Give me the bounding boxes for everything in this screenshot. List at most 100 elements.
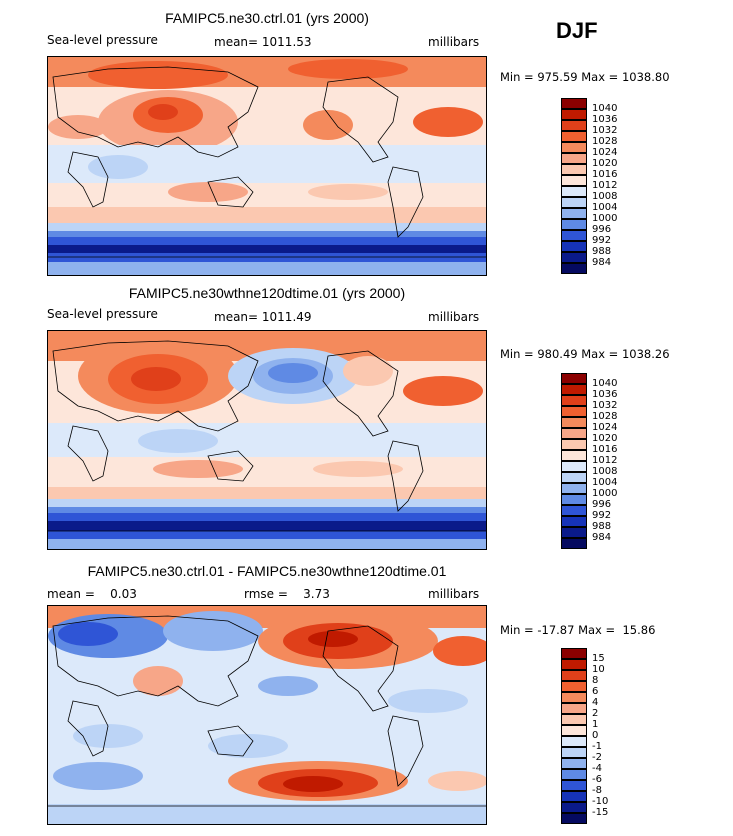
panel-2-units-label: millibars — [428, 310, 480, 324]
colorbar-label: 1040 — [592, 103, 618, 114]
colorbar-swatch — [561, 175, 587, 186]
colorbar-label: 1004 — [592, 477, 618, 488]
colorbar-label: 1008 — [592, 466, 618, 477]
panel-2-mean-label: mean= 1011.49 — [214, 310, 312, 324]
colorbar-label: 992 — [592, 235, 612, 246]
colorbar-label: 6 — [592, 686, 599, 697]
panel-3-minmax: Min = -17.87 Max = 15.86 — [500, 623, 656, 637]
colorbar-label: 1008 — [592, 191, 618, 202]
colorbar-label: 1012 — [592, 455, 618, 466]
panel-3-rmse-label: rmse = 3.73 — [244, 587, 330, 601]
colorbar-label: 996 — [592, 224, 612, 235]
colorbar-swatch — [561, 538, 587, 549]
colorbar-label: 992 — [592, 510, 612, 521]
panel-2-colorbar: 1040 1036 1032 1028 1024 1020 1016 1012 … — [561, 373, 617, 549]
colorbar-swatch — [561, 714, 587, 725]
colorbar-swatch — [561, 505, 587, 516]
colorbar-swatch — [561, 417, 587, 428]
colorbar-label: 1016 — [592, 444, 618, 455]
colorbar-swatch — [561, 109, 587, 120]
colorbar-label: 1024 — [592, 147, 618, 158]
colorbar-swatch — [561, 208, 587, 219]
colorbar-swatch — [561, 659, 587, 670]
colorbar-swatch — [561, 252, 587, 263]
colorbar-label: 1 — [592, 719, 599, 730]
colorbar-swatch — [561, 758, 587, 769]
panel-1-colorbar: 1040 1036 1032 1028 1024 1020 1016 1012 … — [561, 98, 617, 274]
colorbar-swatch — [561, 142, 587, 153]
colorbar-swatch — [561, 780, 587, 791]
colorbar-swatch — [561, 725, 587, 736]
colorbar-label: 984 — [592, 532, 612, 543]
colorbar-swatch — [561, 131, 587, 142]
colorbar-label: -4 — [592, 763, 602, 774]
colorbar-swatch — [561, 439, 587, 450]
colorbar-label: 1040 — [592, 378, 618, 389]
colorbar-swatch — [561, 681, 587, 692]
panel-3-mean-label: mean = 0.03 — [47, 587, 137, 601]
colorbar-swatch — [561, 648, 587, 659]
colorbar-swatch — [561, 186, 587, 197]
colorbar-swatch — [561, 494, 587, 505]
colorbar-label: -1 — [592, 741, 602, 752]
colorbar-label: 0 — [592, 730, 599, 741]
colorbar-swatch — [561, 802, 587, 813]
colorbar-label: -15 — [592, 807, 609, 818]
colorbar-swatch — [561, 461, 587, 472]
colorbar-label: -10 — [592, 796, 609, 807]
colorbar-swatch — [561, 516, 587, 527]
colorbar-swatch — [561, 450, 587, 461]
colorbar-swatch — [561, 769, 587, 780]
colorbar-label: 1024 — [592, 422, 618, 433]
colorbar-swatch — [561, 483, 587, 494]
colorbar-swatch — [561, 164, 587, 175]
colorbar-label: 1036 — [592, 389, 618, 400]
panel-1-mean-label: mean= 1011.53 — [214, 35, 312, 49]
colorbar-label: 1020 — [592, 158, 618, 169]
colorbar-label: 988 — [592, 521, 612, 532]
panel-1-minmax: Min = 975.59 Max = 1038.80 — [500, 70, 670, 84]
panel-2-title: FAMIPC5.ne30wthne120dtime.01 (yrs 2000) — [128, 285, 406, 301]
colorbar-label: 1016 — [592, 169, 618, 180]
panel-2-minmax: Min = 980.49 Max = 1038.26 — [500, 347, 670, 361]
colorbar-swatch — [561, 197, 587, 208]
colorbar-swatch — [561, 153, 587, 164]
colorbar-label: 8 — [592, 675, 599, 686]
colorbar-label: 1000 — [592, 488, 618, 499]
panel-1-variable-label: Sea-level pressure — [47, 33, 158, 47]
panel-1-map — [47, 56, 487, 276]
colorbar-label: 1012 — [592, 180, 618, 191]
colorbar-label: 15 — [592, 653, 605, 664]
panel-3-colorbar: 15 10 8 6 4 2 1 0 -1 -2 -4 -6 -8 -10 -15 — [561, 648, 608, 824]
colorbar-label: 1020 — [592, 433, 618, 444]
colorbar-swatch — [561, 219, 587, 230]
panel-3-units-label: millibars — [428, 587, 480, 601]
colorbar-swatch — [561, 747, 587, 758]
colorbar-swatch — [561, 791, 587, 802]
panel-3-map — [47, 605, 487, 825]
panel-2-map — [47, 330, 487, 550]
panel-1-title: FAMIPC5.ne30.ctrl.01 (yrs 2000) — [165, 10, 369, 26]
colorbar-swatch — [561, 692, 587, 703]
colorbar-label: 1036 — [592, 114, 618, 125]
colorbar-label: 988 — [592, 246, 612, 257]
colorbar-swatch — [561, 373, 587, 384]
colorbar-swatch — [561, 230, 587, 241]
panel-3-title: FAMIPC5.ne30.ctrl.01 - FAMIPC5.ne30wthne… — [87, 563, 447, 579]
colorbar-swatch — [561, 670, 587, 681]
colorbar-swatch — [561, 395, 587, 406]
colorbar-swatch — [561, 472, 587, 483]
colorbar-label: 2 — [592, 708, 599, 719]
colorbar-swatch — [561, 813, 587, 824]
colorbar-label: 1028 — [592, 136, 618, 147]
colorbar-swatch — [561, 736, 587, 747]
colorbar-label: 1004 — [592, 202, 618, 213]
panel-1-units-label: millibars — [428, 35, 480, 49]
colorbar-swatch — [561, 703, 587, 714]
colorbar-swatch — [561, 527, 587, 538]
panel-2-variable-label: Sea-level pressure — [47, 307, 158, 321]
colorbar-label: -8 — [592, 785, 602, 796]
colorbar-label: 4 — [592, 697, 599, 708]
colorbar-label: 984 — [592, 257, 612, 268]
colorbar-label: 1032 — [592, 125, 618, 136]
